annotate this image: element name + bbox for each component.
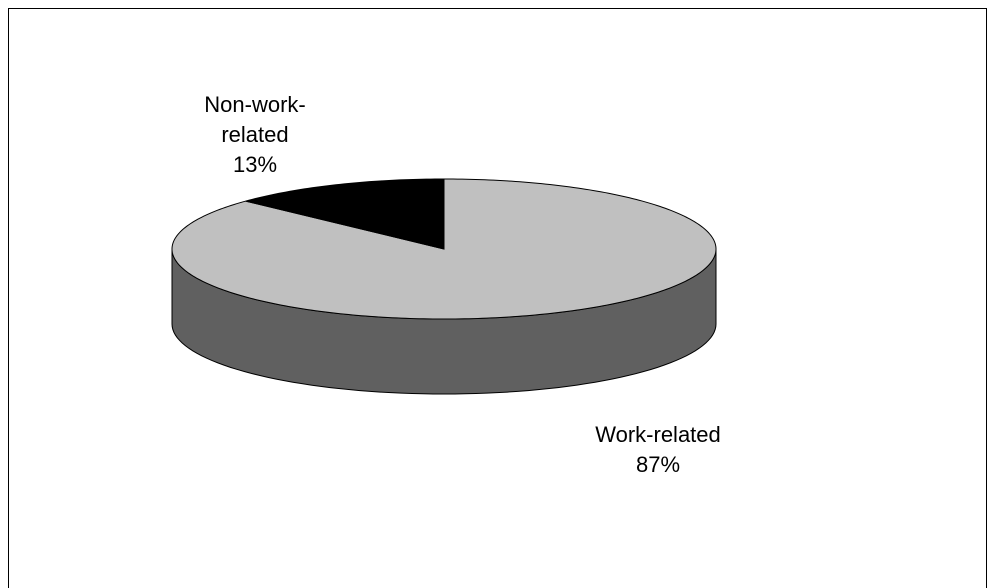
data-label-name: Non-work-related [204,92,306,147]
pie-slice [245,178,445,250]
data-label-value: 87% [635,452,681,477]
data-label: Work-related 87% [558,420,758,480]
data-label: Non-work-related 13% [195,90,315,180]
data-label-value: 13% [232,152,278,177]
data-label-name: Work-related [595,422,721,447]
